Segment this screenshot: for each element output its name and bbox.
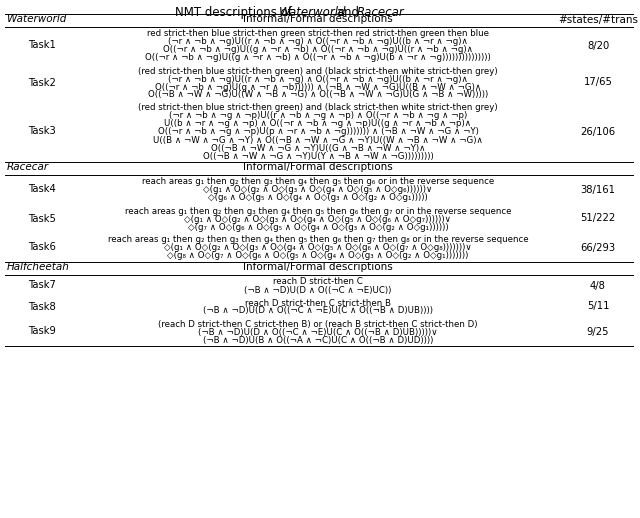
Text: 17/65: 17/65 [584,78,612,88]
Text: ◇(g₇ ∧ O◇(g₆ ∧ O◇(g₅ ∧ O◇(g₄ ∧ O◇(g₃ ∧ O◇(g₂ ∧ O◇g₁)))))): ◇(g₇ ∧ O◇(g₆ ∧ O◇(g₅ ∧ O◇(g₄ ∧ O◇(g₃ ∧ O… [188,223,448,232]
Text: Task7: Task7 [28,281,56,291]
Text: 38/161: 38/161 [580,184,616,194]
Text: ◇(g₁ ∧ O◇(g₂ ∧ O◇(g₃ ∧ O◇(g₄ ∧ O◇(g₅ ∧ O◇(g₆ ∧ O◇(g₇ ∧ O◇g₈)))))))∨: ◇(g₁ ∧ O◇(g₂ ∧ O◇(g₃ ∧ O◇(g₄ ∧ O◇(g₅ ∧ O… [164,243,472,252]
Text: U((B ∧ ¬W ∧ ¬G ∧ ¬Y) ∧ O((¬B ∧ ¬W ∧ ¬G ∧ ¬Y)U((W ∧ ¬B ∧ ¬W ∧ ¬G)∧: U((B ∧ ¬W ∧ ¬G ∧ ¬Y) ∧ O((¬B ∧ ¬W ∧ ¬G ∧… [153,136,483,145]
Text: (¬r ∧ ¬b ∧ ¬g)U((r ∧ ¬b ∧ ¬g) ∧ O((¬r ∧ ¬b ∧ ¬g)U((b ∧ ¬r ∧ ¬g)∧: (¬r ∧ ¬b ∧ ¬g)U((r ∧ ¬b ∧ ¬g) ∧ O((¬r ∧ … [168,37,468,47]
Text: (¬r ∧ ¬b ∧ ¬g ∧ ¬p)U((r ∧ ¬b ∧ ¬g ∧ ¬p) ∧ O((¬r ∧ ¬b ∧ ¬g ∧ ¬p): (¬r ∧ ¬b ∧ ¬g ∧ ¬p)U((r ∧ ¬b ∧ ¬g ∧ ¬p) … [169,111,467,121]
Text: Informal/Formal descriptions: Informal/Formal descriptions [243,263,393,272]
Text: Informal/Formal descriptions: Informal/Formal descriptions [243,15,393,24]
Text: (reach D strict-then C strict-then B) or (reach B strict-then C strict-then D): (reach D strict-then C strict-then B) or… [158,320,477,328]
Text: Waterworld: Waterworld [279,6,346,19]
Text: Task5: Task5 [28,213,56,223]
Text: (¬B ∧ ¬D)U(D ∧ O((¬C ∧ ¬E)UC)): (¬B ∧ ¬D)U(D ∧ O((¬C ∧ ¬E)UC)) [244,285,392,295]
Text: (¬B ∧ ¬D)U(B ∧ O((¬A ∧ ¬C)U(C ∧ O((¬B ∧ D)UD)))): (¬B ∧ ¬D)U(B ∧ O((¬A ∧ ¬C)U(C ∧ O((¬B ∧ … [203,336,433,344]
Text: 9/25: 9/25 [587,326,609,337]
Text: O((¬B ∧ ¬W ∧ ¬G ∧ ¬Y)U(Y ∧ ¬B ∧ ¬W ∧ ¬G))))))))): O((¬B ∧ ¬W ∧ ¬G ∧ ¬Y)U(Y ∧ ¬B ∧ ¬W ∧ ¬G)… [203,151,433,161]
Text: (red strict-then blue strict-then green) and (black strict-then white strict-the: (red strict-then blue strict-then green)… [138,66,498,76]
Text: O((¬r ∧ ¬b ∧ ¬g ∧ ¬p)U(p ∧ ¬r ∧ ¬b ∧ ¬g))))))) ∧ (¬B ∧ ¬W ∧ ¬G ∧ ¬Y): O((¬r ∧ ¬b ∧ ¬g ∧ ¬p)U(p ∧ ¬r ∧ ¬b ∧ ¬g)… [157,127,479,137]
Text: reach areas g₁ then g₂ then g₃ then g₄ then g₅ then g₆ then g₇ or in the reverse: reach areas g₁ then g₂ then g₃ then g₄ t… [125,207,511,215]
Text: (¬B ∧ ¬D)U(D ∧ O((¬C ∧ ¬E)U(C ∧ O((¬B ∧ D)UB)))): (¬B ∧ ¬D)U(D ∧ O((¬C ∧ ¬E)U(C ∧ O((¬B ∧ … [203,307,433,315]
Text: O((¬B ∧ ¬W ∧ ¬G)U((W ∧ ¬B ∧ ¬G) ∧ O((¬B ∧ ¬W ∧ ¬G)U(G ∧ ¬B ∧ ¬W))))): O((¬B ∧ ¬W ∧ ¬G)U((W ∧ ¬B ∧ ¬G) ∧ O((¬B … [148,91,488,99]
Text: ◇(g₁ ∧ O◇(g₂ ∧ O◇(g₃ ∧ O◇(g₄ ∧ O◇(g₅ ∧ O◇g₆))))))∨: ◇(g₁ ∧ O◇(g₂ ∧ O◇(g₃ ∧ O◇(g₄ ∧ O◇(g₅ ∧ O… [204,185,433,194]
Text: red strict-then blue strict-then green strict-then red strict-then green then bl: red strict-then blue strict-then green s… [147,30,489,38]
Text: Task6: Task6 [28,242,56,252]
Text: NMT descriptions of: NMT descriptions of [175,6,296,19]
Text: (red strict-then blue strict-then green) and (black strict-then white strict-the: (red strict-then blue strict-then green)… [138,104,498,112]
Text: Task9: Task9 [28,326,56,337]
Text: Racecar: Racecar [357,6,404,19]
Text: O((¬r ∧ ¬b ∧ ¬g)U((g ∧ ¬r ∧ ¬b) ∧ O((¬r ∧ ¬b ∧ ¬g)U(b ∧ ¬r ∧ ¬g))))))))))))))): O((¬r ∧ ¬b ∧ ¬g)U((g ∧ ¬r ∧ ¬b) ∧ O((¬r … [145,53,491,63]
Text: 8/20: 8/20 [587,40,609,50]
Text: (¬B ∧ ¬D)U(D ∧ O((¬C ∧ ¬E)U(C ∧ O((¬B ∧ D)UB)))))∨: (¬B ∧ ¬D)U(D ∧ O((¬C ∧ ¬E)U(C ∧ O((¬B ∧ … [198,327,438,337]
Text: 4/8: 4/8 [590,281,606,291]
Text: (¬r ∧ ¬b ∧ ¬g)U((r ∧ ¬b ∧ ¬g) ∧ O((¬r ∧ ¬b ∧ ¬g)U((b ∧ ¬r ∧ ¬g)∧: (¬r ∧ ¬b ∧ ¬g)U((r ∧ ¬b ∧ ¬g) ∧ O((¬r ∧ … [168,75,468,83]
Text: U((b ∧ ¬r ∧ ¬g ∧ ¬p) ∧ O((¬r ∧ ¬b ∧ ¬g ∧ ¬p)U((g ∧ ¬r ∧ ¬b ∧ ¬p)∧: U((b ∧ ¬r ∧ ¬g ∧ ¬p) ∧ O((¬r ∧ ¬b ∧ ¬g ∧… [164,120,472,128]
Text: 66/293: 66/293 [580,242,616,252]
Text: reach areas g₁ then g₂ then g₃ then g₄ then g₅ then g₆ then g₇ then g₈ or in the: reach areas g₁ then g₂ then g₃ then g₄ t… [108,236,528,244]
Text: ◇(g₁ ∧ O◇(g₂ ∧ O◇(g₃ ∧ O◇(g₄ ∧ O◇(g₅ ∧ O◇(g₆ ∧ O◇g₇))))))∨: ◇(g₁ ∧ O◇(g₂ ∧ O◇(g₃ ∧ O◇(g₄ ∧ O◇(g₅ ∧ O… [184,214,451,223]
Text: Task2: Task2 [28,78,56,88]
Text: ◇(g₆ ∧ O◇(g₅ ∧ O◇(g₄ ∧ O◇(g₃ ∧ O◇(g₂ ∧ O◇g₁))))): ◇(g₆ ∧ O◇(g₅ ∧ O◇(g₄ ∧ O◇(g₃ ∧ O◇(g₂ ∧ O… [208,194,428,203]
Text: reach D strict-then C strict-then B: reach D strict-then C strict-then B [245,298,391,308]
Text: O((¬r ∧ ¬b ∧ ¬g)U((g ∧ ¬r ∧ ¬b) ∧ O((¬r ∧ ¬b ∧ ¬g)U((r ∧ ¬b ∧ ¬g)∧: O((¬r ∧ ¬b ∧ ¬g)U((g ∧ ¬r ∧ ¬b) ∧ O((¬r … [163,46,473,54]
Text: reach areas g₁ then g₂ then g₃ then g₄ then g₅ then g₆ or in the reverse sequenc: reach areas g₁ then g₂ then g₃ then g₄ t… [142,178,494,186]
Text: Halfcheetah: Halfcheetah [7,263,70,272]
Text: reach D strict-then C: reach D strict-then C [273,278,363,286]
Text: 26/106: 26/106 [580,126,616,137]
Text: Task3: Task3 [28,126,56,137]
Text: and: and [333,6,363,19]
Text: Task8: Task8 [28,301,56,311]
Text: 5/11: 5/11 [587,301,609,311]
Text: ◇(g₈ ∧ O◇(g₇ ∧ O◇(g₆ ∧ O◇(g₅ ∧ O◇(g₄ ∧ O◇(g₃ ∧ O◇(g₂ ∧ O◇g₁))))))): ◇(g₈ ∧ O◇(g₇ ∧ O◇(g₆ ∧ O◇(g₅ ∧ O◇(g₄ ∧ O… [167,252,468,261]
Text: 51/222: 51/222 [580,213,616,223]
Text: O((¬r ∧ ¬b ∧ ¬g)U(g ∧ ¬r ∧ ¬b)))))) ∧ (¬B ∧ ¬W ∧ ¬G)U((B ∧ ¬W ∧ ¬G)∧: O((¬r ∧ ¬b ∧ ¬g)U(g ∧ ¬r ∧ ¬b)))))) ∧ (¬… [155,82,481,92]
Text: O((¬B ∧ ¬W ∧ ¬G ∧ ¬Y)U((G ∧ ¬B ∧ ¬W ∧ ¬Y)∧: O((¬B ∧ ¬W ∧ ¬G ∧ ¬Y)U((G ∧ ¬B ∧ ¬W ∧ ¬Y… [211,143,425,152]
Text: #states/#trans: #states/#trans [558,15,638,24]
Text: Task1: Task1 [28,40,56,50]
Text: Task4: Task4 [28,184,56,194]
Text: Waterworld: Waterworld [7,15,67,24]
Text: Racecar: Racecar [7,163,49,172]
Text: Informal/Formal descriptions: Informal/Formal descriptions [243,163,393,172]
